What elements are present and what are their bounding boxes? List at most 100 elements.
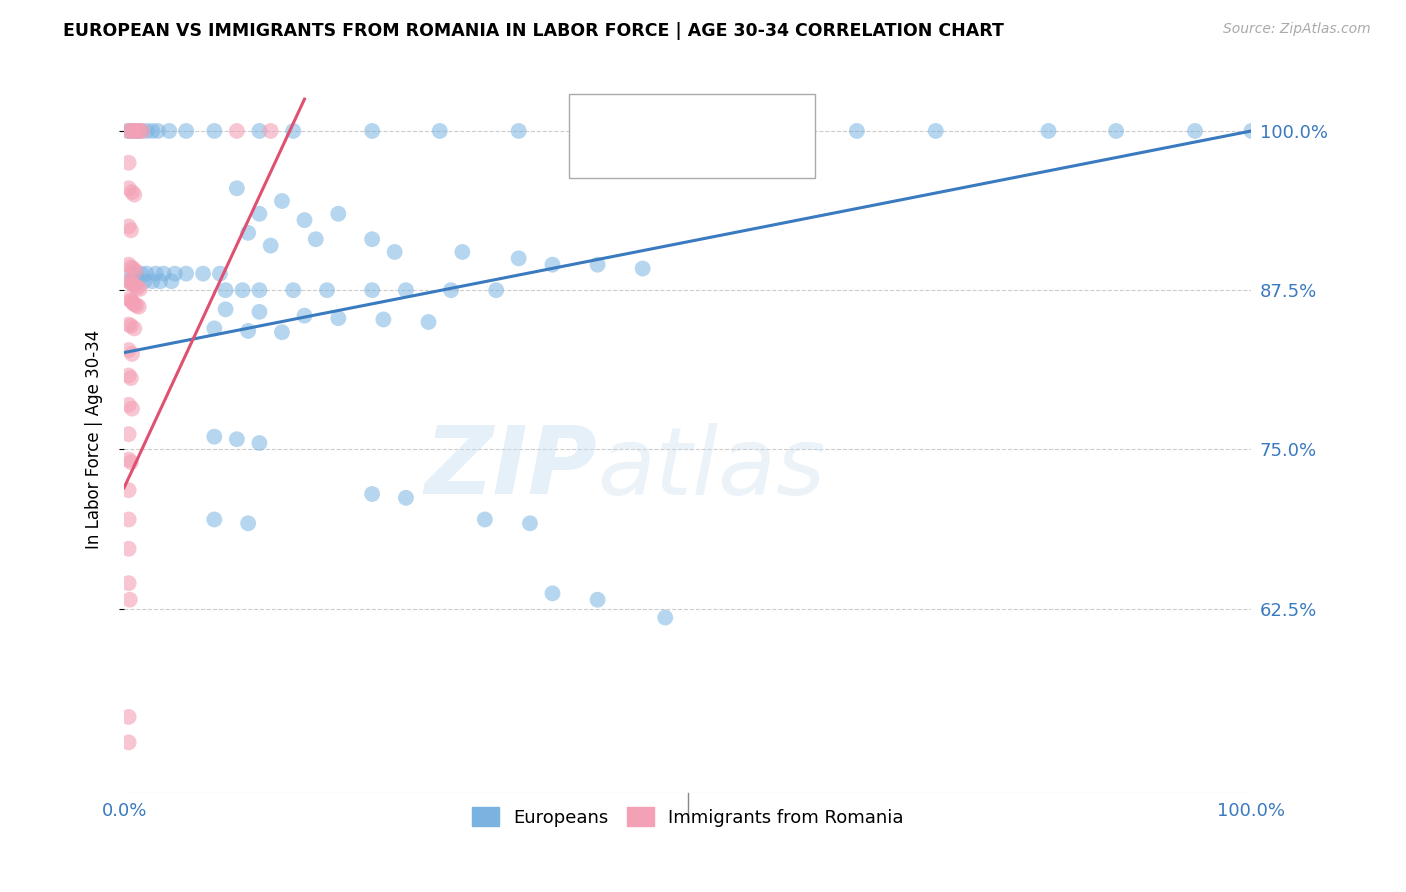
Point [247, 436, 270, 450]
Point [122, 124, 145, 138]
Point [395, 283, 418, 297]
Point [122, 261, 145, 276]
Point [429, 124, 451, 138]
Point [247, 305, 270, 319]
Point [124, 264, 146, 278]
Point [586, 258, 609, 272]
Point [361, 487, 384, 501]
Point [294, 213, 316, 227]
Point [485, 283, 508, 297]
Point [451, 244, 474, 259]
Point [160, 274, 183, 288]
Point [120, 455, 142, 469]
Text: Source: ZipAtlas.com: Source: ZipAtlas.com [1223, 22, 1371, 37]
Point [766, 124, 789, 138]
Legend: Europeans, Immigrants from Romania: Europeans, Immigrants from Romania [464, 800, 911, 834]
Point [328, 207, 350, 221]
Point [236, 516, 259, 531]
Point [117, 398, 139, 412]
Point [121, 277, 143, 291]
Point [120, 260, 142, 275]
Text: R = 0.296   N = 59: R = 0.296 N = 59 [600, 145, 770, 163]
Point [225, 432, 247, 446]
Point [127, 124, 149, 138]
Point [361, 232, 384, 246]
Point [1184, 124, 1206, 138]
Point [120, 318, 142, 333]
Point [117, 710, 139, 724]
Point [202, 512, 225, 526]
Point [654, 610, 676, 624]
Point [283, 283, 305, 297]
Point [586, 124, 609, 138]
Point [541, 586, 564, 600]
Point [260, 124, 283, 138]
Point [124, 278, 146, 293]
Point [117, 181, 139, 195]
Point [163, 267, 186, 281]
Point [120, 124, 142, 138]
Point [231, 283, 253, 297]
Point [316, 283, 339, 297]
Point [117, 368, 139, 383]
Point [1240, 124, 1263, 138]
Point [120, 293, 142, 308]
Point [125, 298, 148, 312]
Point [845, 124, 868, 138]
Point [117, 274, 139, 288]
Point [361, 283, 384, 297]
Point [120, 276, 142, 290]
Point [141, 274, 163, 288]
Text: EUROPEAN VS IMMIGRANTS FROM ROMANIA IN LABOR FORCE | AGE 30-34 CORRELATION CHART: EUROPEAN VS IMMIGRANTS FROM ROMANIA IN L… [63, 22, 1004, 40]
Text: ZIP: ZIP [425, 422, 598, 514]
Point [117, 427, 139, 442]
Point [474, 512, 496, 526]
Point [134, 274, 156, 288]
Point [508, 124, 530, 138]
Point [120, 267, 142, 281]
Point [202, 124, 225, 138]
Point [117, 512, 139, 526]
Point [124, 321, 146, 335]
Point [214, 283, 236, 297]
Point [373, 312, 395, 326]
Point [122, 296, 145, 310]
Point [124, 187, 146, 202]
Y-axis label: In Labor Force | Age 30-34: In Labor Force | Age 30-34 [86, 330, 103, 549]
Point [676, 124, 699, 138]
Point [260, 238, 283, 252]
Point [117, 124, 139, 138]
Point [120, 223, 142, 237]
Point [135, 124, 157, 138]
Point [117, 156, 139, 170]
Point [440, 283, 463, 297]
Point [117, 576, 139, 591]
Point [117, 541, 139, 556]
Point [247, 283, 270, 297]
Point [124, 279, 146, 293]
Point [129, 124, 152, 138]
Point [120, 371, 142, 385]
Point [271, 325, 294, 339]
Point [271, 194, 294, 208]
Point [247, 207, 270, 221]
Point [121, 294, 143, 309]
Point [118, 592, 141, 607]
Point [117, 735, 139, 749]
Point [149, 274, 172, 288]
Point [202, 321, 225, 335]
Point [236, 324, 259, 338]
Point [129, 267, 152, 281]
Point [117, 292, 139, 306]
Point [120, 274, 142, 288]
Point [117, 452, 139, 467]
Point [117, 124, 139, 138]
Text: R = 0.552   N = 90: R = 0.552 N = 90 [600, 109, 770, 127]
Point [121, 185, 143, 199]
Point [120, 124, 142, 138]
Point [129, 282, 152, 296]
Point [225, 181, 247, 195]
Point [202, 430, 225, 444]
Point [117, 343, 139, 357]
Point [124, 124, 146, 138]
